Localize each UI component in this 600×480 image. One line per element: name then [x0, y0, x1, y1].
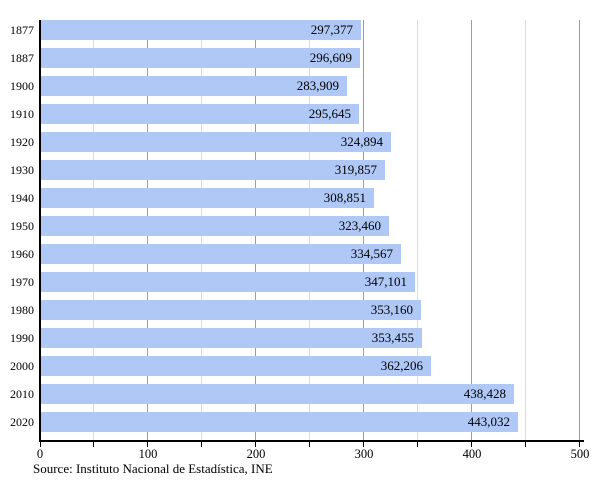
- source-caption: Source: Instituto Nacional de Estadístic…: [33, 461, 273, 476]
- major-gridline-500: [579, 20, 580, 440]
- y-axis-label-1960: 1960: [10, 247, 34, 261]
- y-axis-label-2000: 2000: [10, 359, 34, 373]
- x-axis-tick-0: [40, 442, 41, 447]
- y-axis-label-1980: 1980: [10, 303, 34, 317]
- y-axis-label-1910: 1910: [10, 107, 34, 121]
- bar-value-label-2010: 438,428: [463, 386, 506, 401]
- bar-value-label-1940: 308,851: [323, 190, 366, 205]
- y-axis-label-2010: 2010: [10, 387, 34, 401]
- x-axis-tick-200: [255, 442, 256, 447]
- bar-value-label-1970: 347,101: [364, 274, 407, 289]
- x-axis-tick-150: [201, 442, 202, 447]
- x-axis-tick-350: [417, 442, 418, 447]
- y-axis-label-1940: 1940: [10, 191, 34, 205]
- minor-gridline-450: [525, 20, 526, 440]
- x-tick-label-400: 400: [462, 447, 482, 461]
- bar-1980: 353,160: [40, 300, 421, 320]
- y-axis-label-1950: 1950: [10, 219, 34, 233]
- x-axis-tick-300: [363, 442, 364, 447]
- bar-2010: 438,428: [40, 384, 514, 404]
- y-axis-label-1877: 1877: [10, 23, 34, 37]
- bar-value-label-1900: 283,909: [296, 78, 339, 93]
- bar-value-label-1877: 297,377: [310, 22, 353, 37]
- bar-1930: 319,857: [40, 160, 385, 180]
- bar-value-label-1930: 319,857: [334, 162, 377, 177]
- plot-area: 297,377 296,609 283,909 295,645 324,894 319,8…: [40, 20, 580, 440]
- bar-1960: 334,567: [40, 244, 401, 264]
- bar-1970: 347,101: [40, 272, 415, 292]
- bar-1940: 308,851: [40, 188, 374, 208]
- bar-1910: 295,645: [40, 104, 359, 124]
- x-tick-label-500: 500: [570, 447, 590, 461]
- x-tick-label-300: 300: [354, 447, 374, 461]
- x-axis-tick-50: [93, 442, 94, 447]
- x-tick-label-200: 200: [246, 447, 266, 461]
- bar-1950: 323,460: [40, 216, 389, 236]
- bar-value-label-1960: 334,567: [350, 246, 393, 261]
- y-axis-label-1920: 1920: [10, 135, 34, 149]
- x-axis-line: [39, 440, 584, 442]
- y-axis-line: [39, 20, 41, 441]
- bar-1990: 353,455: [40, 328, 422, 348]
- x-axis-tick-400: [471, 442, 472, 447]
- bar-2020: 443,032: [40, 412, 518, 432]
- x-axis-tick-450: [525, 442, 526, 447]
- bar-value-label-2000: 362,206: [380, 358, 423, 373]
- bar-1920: 324,894: [40, 132, 391, 152]
- y-axis-label-1887: 1887: [10, 51, 34, 65]
- bar-value-label-1887: 296,609: [309, 50, 352, 65]
- bar-value-label-1990: 353,455: [371, 330, 414, 345]
- bar-value-label-1980: 353,160: [370, 302, 413, 317]
- bar-value-label-1910: 295,645: [308, 106, 351, 121]
- bar-value-label-1920: 324,894: [340, 134, 383, 149]
- x-tick-label-0: 0: [36, 447, 44, 461]
- y-axis-label-2020: 2020: [10, 415, 34, 429]
- bar-value-label-2020: 443,032: [467, 414, 510, 429]
- bar-1887: 296,609: [40, 48, 360, 68]
- x-axis-tick-250: [309, 442, 310, 447]
- major-gridline-400: [471, 20, 472, 440]
- bar-1877: 297,377: [40, 20, 361, 40]
- x-tick-label-100: 100: [138, 447, 158, 461]
- y-axis-label-1970: 1970: [10, 275, 34, 289]
- bar-2000: 362,206: [40, 356, 431, 376]
- x-axis-tick-100: [147, 442, 148, 447]
- bar-value-label-1950: 323,460: [338, 218, 381, 233]
- x-axis-tick-500: [579, 442, 580, 447]
- y-axis-label-1930: 1930: [10, 163, 34, 177]
- minor-gridline-350: [417, 20, 418, 440]
- bar-1900: 283,909: [40, 76, 347, 96]
- y-axis-label-1990: 1990: [10, 331, 34, 345]
- y-axis-label-1900: 1900: [10, 79, 34, 93]
